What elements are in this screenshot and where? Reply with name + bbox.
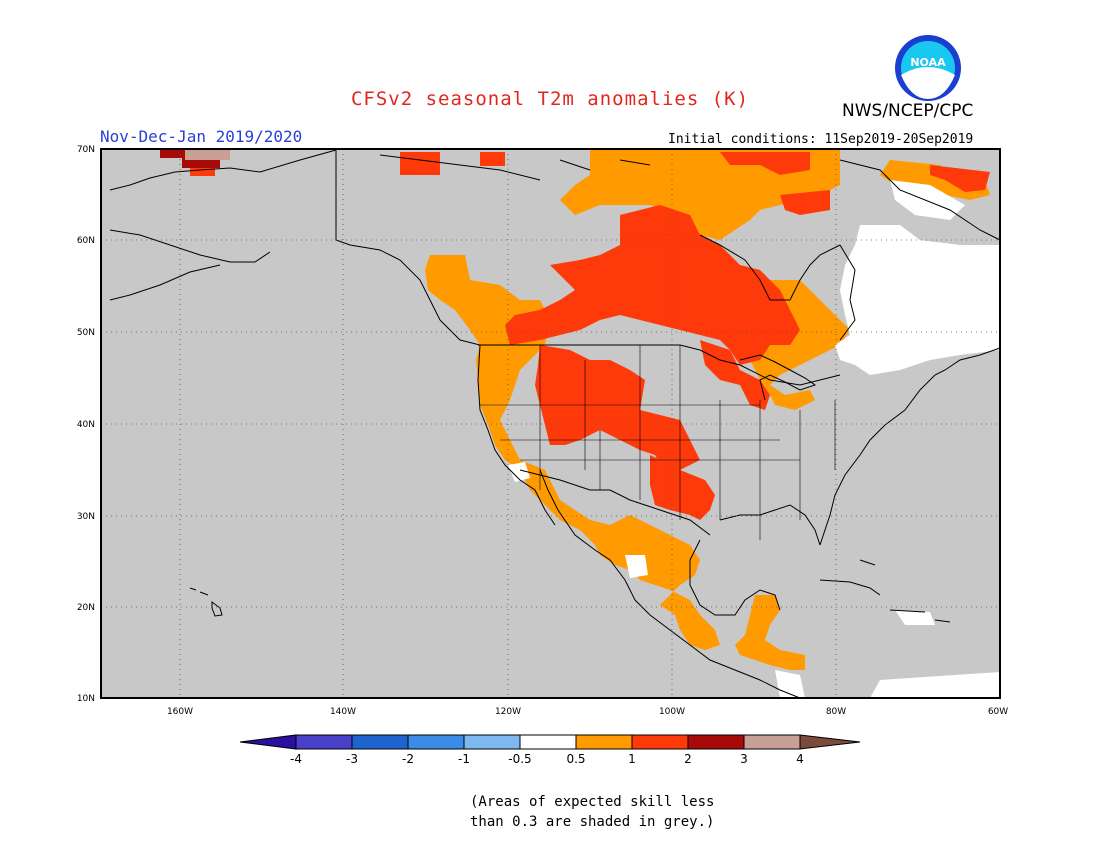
- forecast-period: Nov-Dec-Jan 2019/2020: [100, 127, 303, 146]
- initial-conditions: Initial conditions: 11Sep2019-20Sep2019: [668, 132, 974, 147]
- alaska-coast: [109, 149, 441, 321]
- colorbar-label: -0.5: [508, 752, 531, 766]
- gulf-coast: [689, 504, 821, 616]
- us-mexico-border: [519, 469, 711, 536]
- colorbar-labels: -4 -3 -2 -1 -0.5 0.5 1 2 3 4: [290, 752, 804, 766]
- us-canada-border: [478, 344, 841, 386]
- colorbar-swatch-05-1: [575, 734, 633, 750]
- colorbar-swatch-below-4: [239, 734, 297, 750]
- white-region-south: [870, 672, 1000, 698]
- colorbar-swatch-2-1: [407, 734, 465, 750]
- agency-label: NWS/NCEP/CPC: [842, 101, 974, 121]
- lat-label-20n: 20N: [77, 603, 95, 613]
- colorbar-label: -4: [290, 752, 302, 766]
- caribbean-islands: [819, 559, 951, 623]
- noaa-logo: NOAA: [895, 35, 961, 101]
- colorbar-label: 2: [684, 752, 692, 766]
- colorbar-swatch-2-3: [687, 734, 745, 750]
- lon-label-100w: 100W: [659, 707, 685, 717]
- arctic-islands: [379, 154, 1001, 241]
- colorbar-swatch-1-2: [631, 734, 689, 750]
- red-region-arctic: [400, 152, 440, 175]
- colorbar-swatch-4-3: [295, 734, 353, 750]
- red-region-usa-south: [650, 455, 715, 520]
- skill-note-line-1: (Areas of expected skill less: [470, 794, 715, 810]
- orange-region-west: [425, 255, 720, 650]
- noaa-logo-text: NOAA: [910, 56, 946, 69]
- colorbar-label: -1: [458, 752, 470, 766]
- colorbar-label: 1: [628, 752, 636, 766]
- lon-label-140w: 140W: [330, 707, 356, 717]
- lat-label-30n: 30N: [77, 512, 95, 522]
- great-lakes: [739, 354, 817, 401]
- white-region-mexico: [625, 555, 648, 578]
- white-region-quebec: [835, 225, 1000, 375]
- skill-note: (Areas of expected skill less than 0.3 a…: [470, 792, 714, 832]
- lon-label-160w: 160W: [167, 707, 193, 717]
- colorbar-swatch-neutral: [519, 734, 577, 750]
- lat-label-50n: 50N: [77, 328, 95, 338]
- lat-label-10n: 10N: [77, 694, 95, 704]
- hudson-bay-coast: [699, 234, 856, 341]
- red-region-greenland-edge: [930, 165, 990, 192]
- colorbar-label: 3: [740, 752, 748, 766]
- colorbar-label: -2: [402, 752, 414, 766]
- map-title: CFSv2 seasonal T2m anomalies (K): [350, 88, 750, 110]
- red-region-arctic-2: [720, 152, 810, 175]
- darkred-region-alaska: [160, 150, 220, 168]
- latitude-labels: 70N 60N 50N 40N 30N 20N 10N: [77, 145, 95, 704]
- skill-note-line-2: than 0.3 are shaded in grey.): [470, 814, 715, 830]
- noaa-logo-gull: [901, 67, 955, 99]
- state-lines: [480, 345, 836, 540]
- red-region-arctic-3: [780, 190, 830, 215]
- east-coast: [819, 347, 1001, 546]
- lon-label-120w: 120W: [495, 707, 521, 717]
- red-region-arctic-4: [480, 152, 505, 166]
- lon-label-60w: 60W: [988, 707, 1008, 717]
- lon-label-80w: 80W: [826, 707, 846, 717]
- aleutian-coast: [109, 229, 271, 301]
- colorbar-swatch-1-05: [463, 734, 521, 750]
- colorbar-swatch-above-4: [799, 734, 861, 750]
- coastlines: [109, 149, 1001, 699]
- white-region-caribbean: [895, 610, 935, 625]
- lat-label-70n: 70N: [77, 145, 95, 155]
- red-region-great-lakes: [700, 340, 770, 410]
- colorbar: [239, 734, 861, 750]
- white-region-baja: [508, 462, 530, 482]
- red-region-canada: [505, 205, 800, 365]
- brown-region-alaska: [185, 150, 230, 160]
- red-region-usa-west: [535, 345, 700, 470]
- colorbar-label: -3: [346, 752, 358, 766]
- colorbar-label: 0.5: [566, 752, 585, 766]
- orange-region-north: [560, 150, 840, 240]
- colorbar-swatch-3-2: [351, 734, 409, 750]
- anomaly-shading: [160, 150, 1000, 698]
- colorbar-label: 4: [796, 752, 804, 766]
- west-coast: [439, 319, 801, 699]
- white-region-greenland: [890, 180, 965, 220]
- lat-label-40n: 40N: [77, 420, 95, 430]
- longitude-labels: 160W 140W 120W 100W 80W 60W: [167, 707, 1008, 717]
- colorbar-swatch-3-4: [743, 734, 801, 750]
- orange-region-central-america: [735, 595, 805, 670]
- map-frame: [100, 148, 1001, 699]
- lat-label-60n: 60N: [77, 236, 95, 246]
